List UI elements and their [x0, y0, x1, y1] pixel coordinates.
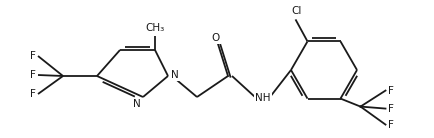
Text: NH: NH [255, 93, 271, 103]
Text: F: F [30, 51, 36, 61]
Text: F: F [30, 89, 36, 99]
Text: N: N [133, 99, 141, 109]
Text: F: F [388, 120, 394, 130]
Text: CH₃: CH₃ [145, 23, 164, 33]
Text: Cl: Cl [291, 6, 302, 16]
Text: F: F [388, 104, 394, 114]
Text: F: F [388, 86, 394, 96]
Text: F: F [30, 70, 36, 80]
Text: N: N [171, 70, 179, 80]
Text: O: O [212, 33, 220, 43]
